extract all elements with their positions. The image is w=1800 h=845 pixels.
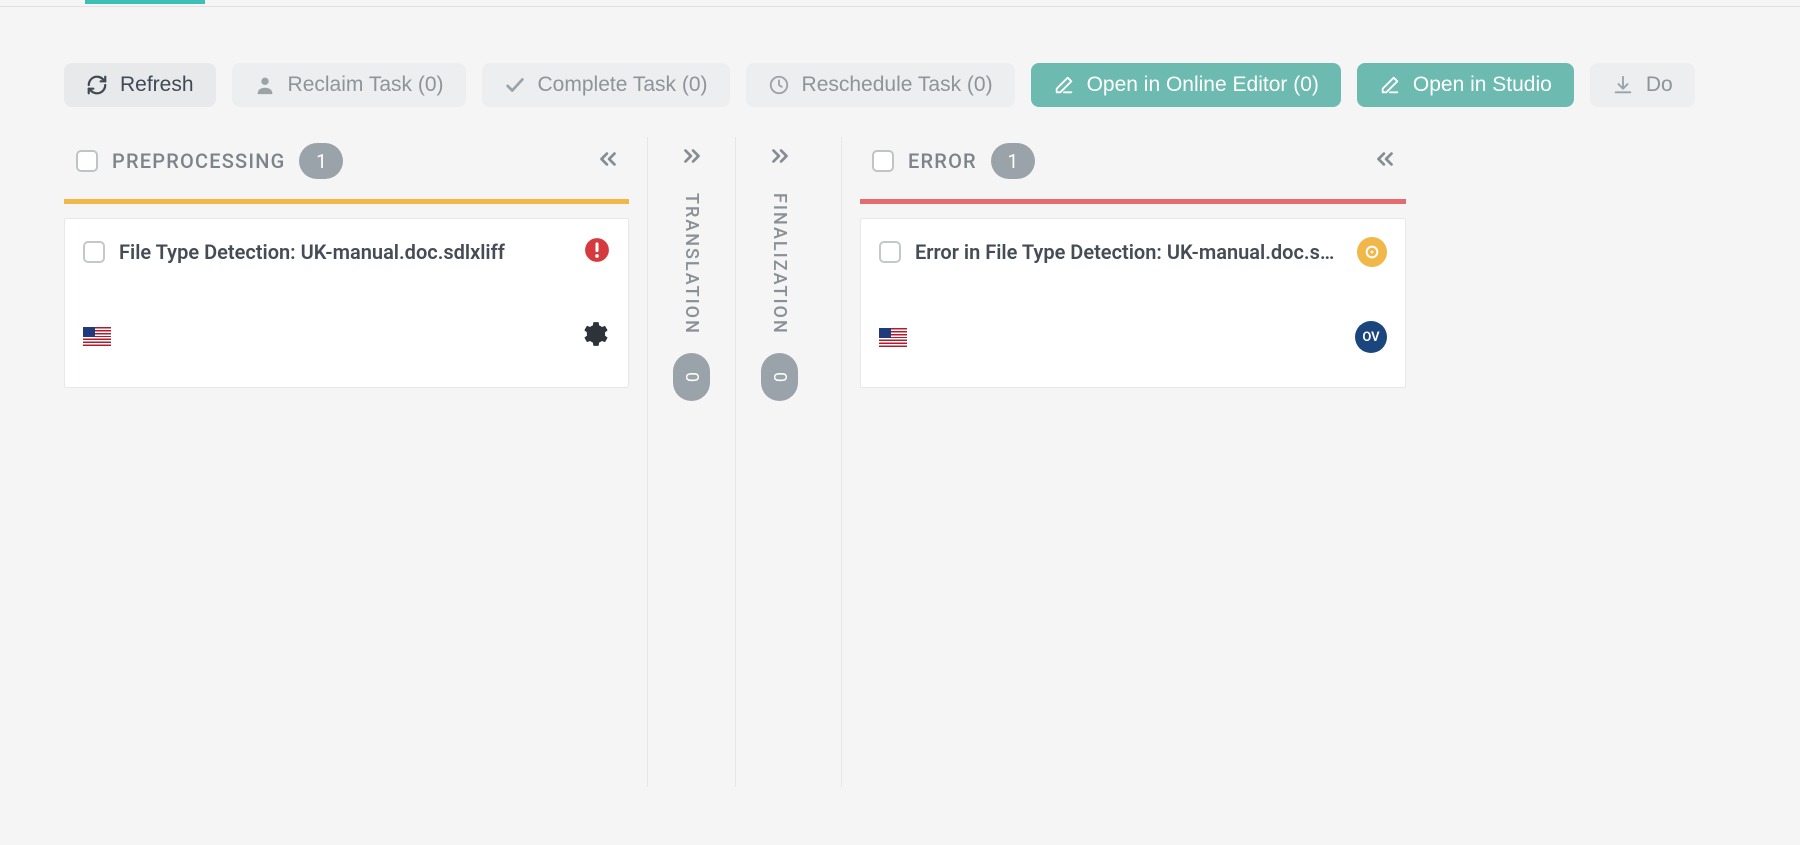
column-title: PREPROCESSING — [112, 149, 285, 173]
complete-task-button[interactable]: Complete Task (0) — [482, 63, 730, 107]
reschedule-task-label: Reschedule Task (0) — [802, 73, 993, 97]
card-footer-row: OV — [879, 321, 1387, 353]
column-title: TRANSLATION — [681, 187, 702, 353]
column-count-badge: 1 — [991, 143, 1035, 179]
download-icon — [1612, 74, 1634, 96]
column-finalization: FINALIZATION 0 — [735, 137, 823, 787]
download-label: Do — [1646, 73, 1673, 97]
complete-task-label: Complete Task (0) — [538, 73, 708, 97]
column-translation: TRANSLATION 0 — [647, 137, 735, 787]
collapse-column-button[interactable] — [595, 146, 621, 176]
card-checkbox[interactable] — [879, 241, 901, 263]
assignee-avatar[interactable]: OV — [1355, 321, 1387, 353]
column-select-all-checkbox[interactable] — [76, 150, 98, 172]
edit-icon — [1053, 74, 1075, 96]
main-panel: Refresh Reclaim Task (0) Complete Task (… — [16, 7, 1784, 827]
reschedule-task-button[interactable]: Reschedule Task (0) — [746, 63, 1015, 107]
column-preprocessing: PREPROCESSING 1 File Type Detection: UK-… — [64, 137, 629, 787]
column-count-badge: 0 — [761, 353, 798, 401]
column-accent-bar — [860, 199, 1406, 204]
error-status-icon — [584, 237, 610, 267]
gear-icon[interactable] — [584, 321, 610, 351]
open-online-editor-label: Open in Online Editor (0) — [1087, 73, 1319, 97]
expand-column-button[interactable] — [679, 139, 705, 187]
column-select-all-checkbox[interactable] — [872, 150, 894, 172]
collapse-column-button[interactable] — [1372, 146, 1398, 176]
clock-icon — [768, 74, 790, 96]
open-online-editor-button[interactable]: Open in Online Editor (0) — [1031, 63, 1341, 107]
card-title: Error in File Type Detection: UK-manual.… — [915, 240, 1343, 264]
refresh-label: Refresh — [120, 73, 194, 97]
expand-column-button[interactable] — [767, 139, 793, 187]
processing-status-icon — [1357, 237, 1387, 267]
reclaim-task-button[interactable]: Reclaim Task (0) — [232, 63, 466, 107]
column-accent-bar — [64, 199, 629, 204]
task-card[interactable]: Error in File Type Detection: UK-manual.… — [860, 218, 1406, 388]
column-header: PREPROCESSING 1 — [64, 137, 629, 199]
edit-icon — [1379, 74, 1401, 96]
check-icon — [504, 74, 526, 96]
column-error: ERROR 1 Error in File Type Detection: UK… — [841, 137, 1406, 787]
column-count-badge: 0 — [673, 353, 710, 401]
kanban-board: PREPROCESSING 1 File Type Detection: UK-… — [16, 107, 1784, 787]
reclaim-task-label: Reclaim Task (0) — [288, 73, 444, 97]
refresh-icon — [86, 74, 108, 96]
card-footer-row — [83, 321, 610, 351]
card-header-row: Error in File Type Detection: UK-manual.… — [879, 237, 1387, 267]
card-checkbox[interactable] — [83, 241, 105, 263]
tab-active-indicator — [85, 0, 205, 4]
open-in-studio-label: Open in Studio — [1413, 73, 1552, 97]
toolbar: Refresh Reclaim Task (0) Complete Task (… — [16, 23, 1784, 107]
column-count-badge: 1 — [299, 143, 343, 179]
card-header-row: File Type Detection: UK-manual.doc.sdlxl… — [83, 237, 610, 267]
column-title: FINALIZATION — [769, 187, 790, 353]
refresh-button[interactable]: Refresh — [64, 63, 216, 107]
flag-us-icon — [879, 328, 907, 347]
download-button[interactable]: Do — [1590, 63, 1695, 107]
column-title: ERROR — [908, 149, 977, 173]
flag-us-icon — [83, 327, 111, 346]
user-icon — [254, 74, 276, 96]
card-title: File Type Detection: UK-manual.doc.sdlxl… — [119, 240, 570, 264]
open-in-studio-button[interactable]: Open in Studio — [1357, 63, 1574, 107]
column-header: ERROR 1 — [860, 137, 1406, 199]
task-card[interactable]: File Type Detection: UK-manual.doc.sdlxl… — [64, 218, 629, 388]
